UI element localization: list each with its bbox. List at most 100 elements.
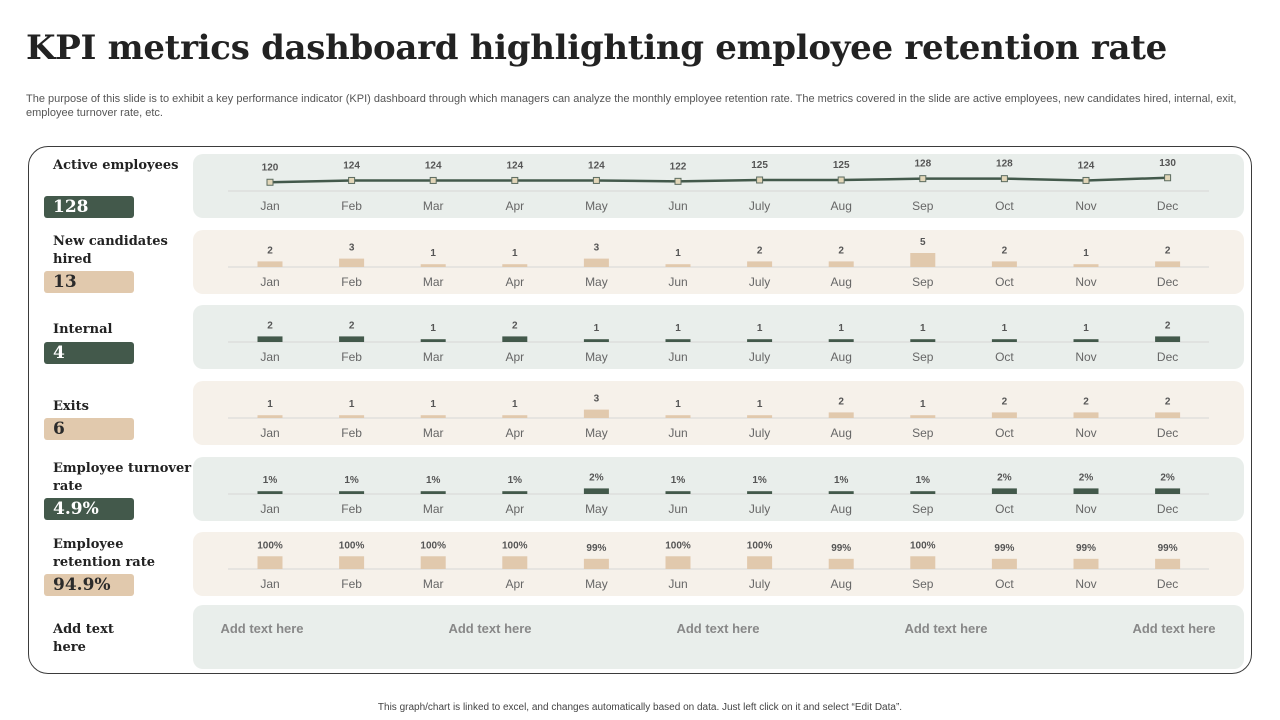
month-tick-label: May: [585, 350, 608, 364]
bar: [828, 412, 854, 418]
bar: [583, 258, 609, 267]
bar: [665, 491, 691, 494]
data-label: 2%: [1079, 472, 1094, 483]
data-label: 124: [588, 160, 605, 171]
data-label: 124: [425, 160, 442, 171]
bar: [991, 558, 1017, 569]
active-employees-line: [269, 176, 1168, 184]
bar: [1073, 264, 1099, 267]
data-label: 2: [267, 245, 273, 256]
data-label: 1%: [752, 475, 767, 486]
month-tick-label: Dec: [1157, 275, 1178, 289]
data-label: 2%: [1160, 472, 1175, 483]
line-point: [1000, 175, 1008, 183]
dashboard-frame: [28, 146, 1252, 674]
month-tick-label: Jan: [260, 350, 279, 364]
data-label: 1: [1083, 248, 1089, 259]
month-tick-label: Oct: [995, 577, 1014, 591]
month-tick-label: Feb: [341, 275, 362, 289]
month-tick-label: Nov: [1075, 199, 1096, 213]
kpi-label-internal: Internal: [53, 322, 113, 337]
month-tick-label: Feb: [341, 426, 362, 440]
kpi-value-new-candidates-hired: 13: [44, 271, 134, 293]
line-point: [266, 178, 274, 186]
bar: [1073, 339, 1099, 342]
month-tick-label: Sep: [912, 350, 934, 364]
month-tick-label: Nov: [1075, 577, 1096, 591]
data-label: 1: [920, 323, 926, 334]
data-label: 99%: [586, 543, 606, 554]
month-tick-label: Dec: [1157, 199, 1178, 213]
data-label: 3: [349, 243, 355, 254]
bar: [665, 556, 691, 569]
month-tick-label: Sep: [912, 426, 934, 440]
chart-panel-employee-retention-rate: Jan Feb Mar Apr May Jun July Aug Sep Oct Nov Dec 100…: [193, 532, 1244, 596]
bar: [991, 488, 1017, 494]
data-label: 2: [1083, 396, 1089, 407]
data-label: 99%: [831, 543, 851, 554]
bar: [420, 264, 446, 267]
data-label: 2: [1165, 320, 1171, 331]
kpi-label-employee-retention-rate: Employee retention rate: [53, 537, 155, 570]
bar: [420, 491, 446, 494]
bar: [991, 339, 1017, 342]
data-label: 1%: [263, 475, 278, 486]
data-label: 1%: [671, 475, 686, 486]
line-point: [674, 177, 682, 185]
month-tick-label: Sep: [912, 199, 934, 213]
data-label: 1%: [344, 475, 359, 486]
add-text-item: Add text here: [676, 621, 760, 636]
data-label: 2: [838, 396, 844, 407]
data-label: 128: [996, 159, 1013, 170]
data-label: 100%: [502, 540, 528, 551]
data-label: 1%: [508, 475, 523, 486]
line-point: [756, 176, 764, 184]
month-tick-label: Jan: [260, 577, 279, 591]
month-tick-label: May: [585, 577, 608, 591]
month-tick-label: Oct: [995, 502, 1014, 516]
bar: [339, 258, 365, 267]
data-label: 2: [1002, 396, 1008, 407]
bar: [910, 339, 936, 342]
active-employees-chart: Jan Feb Mar Apr May Jun July Aug Sep Oct Nov Dec 120…: [228, 158, 1209, 213]
data-label: 124: [343, 160, 360, 171]
data-label: 100%: [339, 540, 365, 551]
month-tick-label: July: [749, 426, 770, 440]
data-label: 2: [267, 320, 273, 331]
month-tick-label: May: [585, 502, 608, 516]
data-label: 124: [506, 160, 523, 171]
bar: [420, 415, 446, 418]
bar: [339, 415, 365, 418]
slide-description: The purpose of this slide is to exhibit …: [26, 93, 1237, 119]
data-label: 1: [838, 323, 844, 334]
month-tick-label: Jan: [260, 502, 279, 516]
month-tick-label: July: [749, 350, 770, 364]
month-tick-label: Sep: [912, 275, 934, 289]
month-tick-label: Jun: [668, 275, 687, 289]
bar: [502, 415, 528, 418]
data-label: 3: [594, 394, 600, 405]
data-label: 125: [833, 160, 850, 171]
bar: [747, 261, 773, 267]
month-tick-label: Aug: [831, 502, 852, 516]
bar: [991, 261, 1017, 267]
data-label: 99%: [994, 543, 1014, 554]
month-tick-label: Feb: [341, 350, 362, 364]
month-tick-label: Jun: [668, 426, 687, 440]
month-tick-label: Apr: [505, 577, 524, 591]
bar: [747, 491, 773, 494]
data-label: 5: [920, 237, 926, 248]
month-tick-label: Oct: [995, 275, 1014, 289]
month-tick-label: Apr: [505, 426, 524, 440]
add-text-item: Add text here: [220, 621, 304, 636]
data-label: 2: [757, 245, 763, 256]
month-tick-label: Nov: [1075, 275, 1096, 289]
bar: [1155, 336, 1181, 342]
month-tick-label: Sep: [912, 502, 934, 516]
bar: [1155, 261, 1181, 267]
month-tick-label: Feb: [341, 502, 362, 516]
data-label: 2%: [997, 472, 1012, 483]
chart-panel-new-candidates-hired: Jan Feb Mar Apr May Jun July Aug Sep Oct Nov Dec 2 3 1…: [193, 230, 1244, 294]
bar: [910, 253, 936, 267]
kpi-label-new-candidates-hired: New candidates hired: [53, 234, 168, 267]
